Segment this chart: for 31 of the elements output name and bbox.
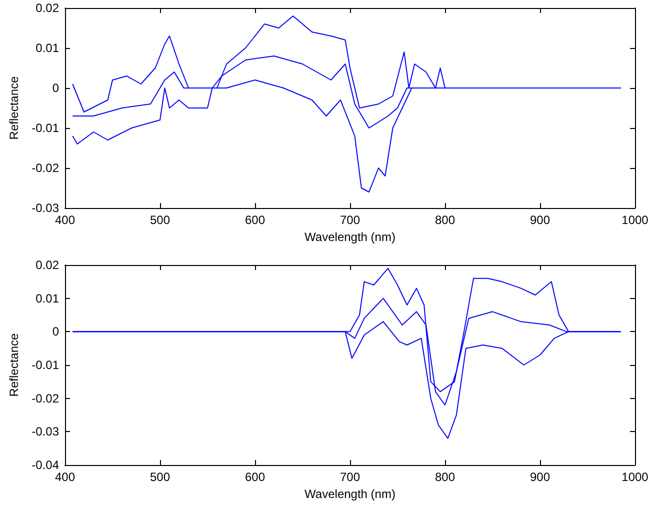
y-tick-label: 0.01 bbox=[36, 291, 60, 306]
y-tick-label: -0.01 bbox=[32, 358, 60, 372]
y-tick-label: -0.04 bbox=[32, 458, 60, 472]
x-tick-label: 900 bbox=[530, 470, 550, 484]
x-tick-label: 500 bbox=[150, 470, 170, 484]
x-tick-label: 800 bbox=[434, 213, 456, 227]
y-tick-label: -0.02 bbox=[32, 391, 60, 406]
x-axis-title: Wavelength (nm) bbox=[304, 230, 396, 244]
x-tick-label: 700 bbox=[340, 470, 360, 484]
x-tick-label: 500 bbox=[150, 213, 170, 227]
x-tick-label: 400 bbox=[54, 470, 76, 484]
y-tick-label: 0.01 bbox=[36, 41, 60, 55]
x-tick-label: 700 bbox=[340, 213, 360, 227]
y-tick-label: 0 bbox=[52, 324, 60, 339]
y-tick-label: 0.02 bbox=[36, 1, 60, 15]
x-tick-label: 600 bbox=[244, 470, 266, 484]
y-tick-label: -0.03 bbox=[32, 424, 60, 439]
y-tick-label: -0.03 bbox=[32, 201, 60, 215]
x-tick-label: 800 bbox=[434, 470, 456, 484]
x-tick-label: 1000 bbox=[622, 213, 649, 227]
x-tick-label: 1000 bbox=[622, 470, 649, 484]
x-tick-label: 400 bbox=[54, 213, 76, 227]
y-axis-title: Reflectance bbox=[7, 76, 21, 140]
y-axis-title: Reflectance bbox=[7, 332, 21, 397]
x-tick-label: 900 bbox=[530, 213, 550, 227]
y-tick-label: -0.02 bbox=[32, 161, 60, 175]
x-tick-label: 600 bbox=[244, 213, 266, 227]
y-tick-label: -0.01 bbox=[32, 121, 60, 135]
y-tick-label: 0 bbox=[52, 81, 60, 95]
x-axis-title: Wavelength (nm) bbox=[304, 486, 396, 501]
y-tick-label: 0.02 bbox=[36, 258, 60, 272]
